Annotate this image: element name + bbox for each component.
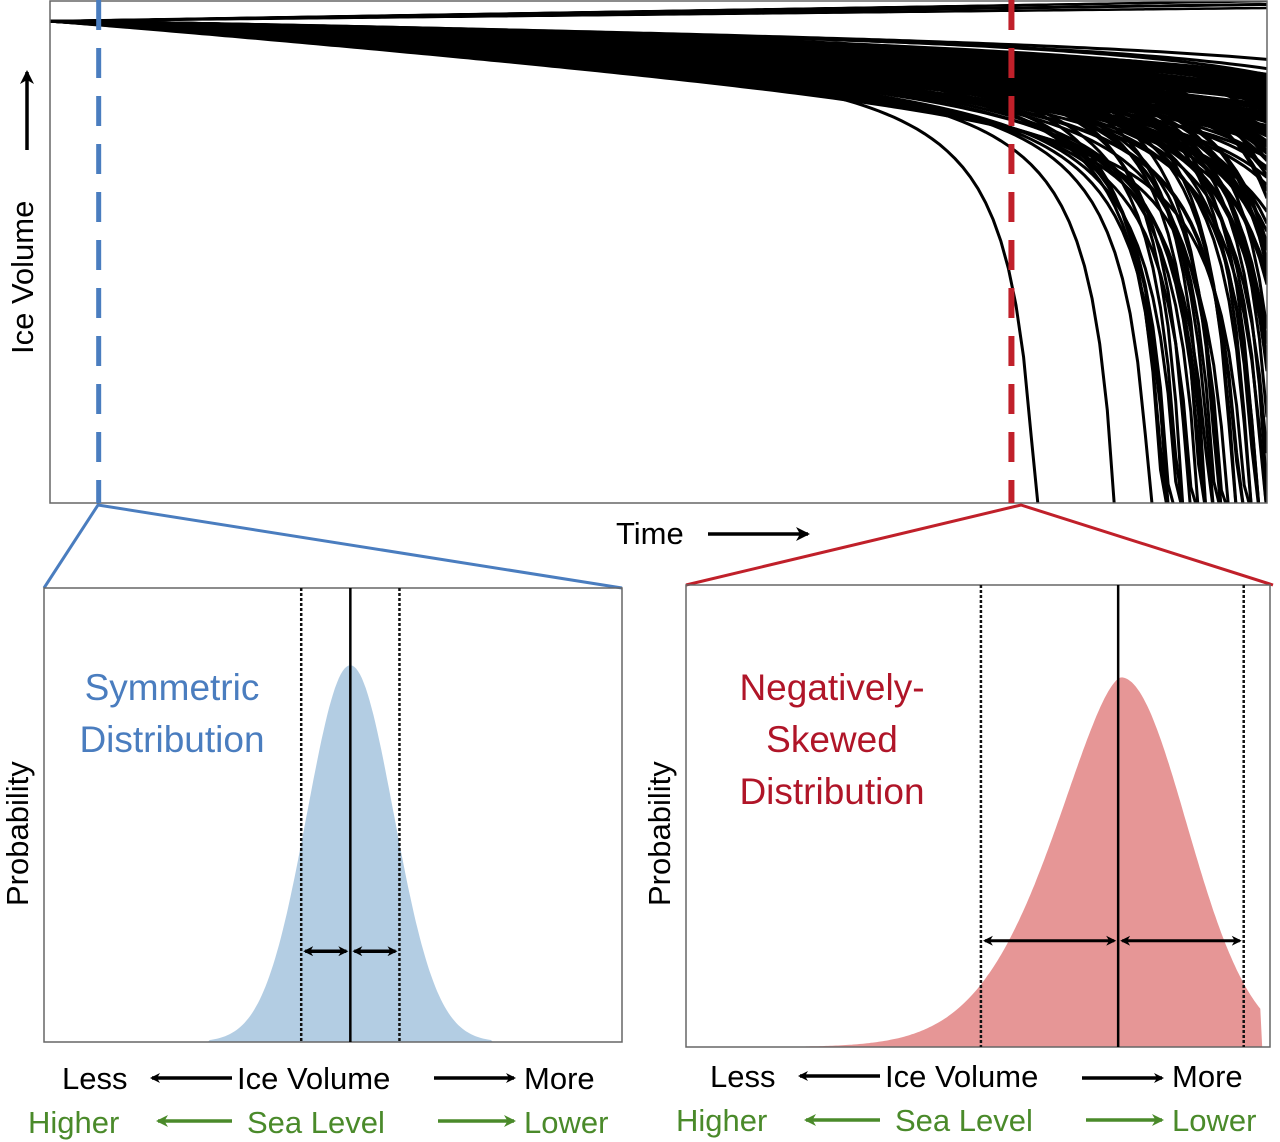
ensemble-plot bbox=[49, 0, 1268, 504]
top-xlabel-group: Time bbox=[616, 516, 810, 551]
left-plot-frame bbox=[43, 587, 623, 1043]
trajectory-line bbox=[50, 19, 1192, 503]
trajectory-line bbox=[50, 19, 1185, 503]
top-plot-frame bbox=[49, 0, 1268, 504]
right-more-label: More bbox=[1172, 1059, 1243, 1094]
right-plot-frame bbox=[685, 584, 1271, 1048]
left-higher-label: Higher bbox=[28, 1105, 119, 1140]
right-title-line3: Distribution bbox=[739, 771, 924, 812]
right-higher-label: Higher bbox=[676, 1103, 767, 1138]
skewed-density-area bbox=[686, 677, 1270, 1047]
right-title-line1: Negatively- bbox=[739, 667, 924, 708]
trajectory-line bbox=[50, 3, 1267, 23]
right-ice-volume-label: Ice Volume bbox=[885, 1059, 1038, 1094]
left-ice-volume-label: Ice Volume bbox=[237, 1061, 390, 1096]
red-zoom-connector bbox=[685, 503, 1274, 587]
symmetric-distribution-plot: Symmetric Distribution Probability bbox=[0, 587, 623, 1043]
right-less-label: Less bbox=[710, 1059, 775, 1094]
trajectory-lines bbox=[50, 1, 1267, 503]
right-title-line2: Skewed bbox=[766, 719, 898, 760]
right-ylabel: Probability bbox=[642, 761, 677, 906]
trajectory-line bbox=[50, 19, 1267, 98]
skewed-distribution-plot: Negatively- Skewed Distribution Probabil… bbox=[642, 584, 1271, 1048]
top-ylabel-group: Ice Volume bbox=[5, 70, 40, 354]
left-xaxis-legend: Less Ice Volume More Higher Sea Level Lo… bbox=[28, 1061, 608, 1140]
top-ylabel: Ice Volume bbox=[5, 201, 40, 354]
top-xlabel: Time bbox=[616, 516, 684, 551]
left-ylabel: Probability bbox=[0, 761, 35, 906]
trajectory-line bbox=[50, 19, 1251, 503]
right-xaxis-legend: Less Ice Volume More Higher Sea Level Lo… bbox=[676, 1059, 1256, 1138]
right-sea-level-label: Sea Level bbox=[895, 1103, 1033, 1138]
left-title-line2: Distribution bbox=[79, 719, 264, 760]
left-more-label: More bbox=[524, 1061, 595, 1096]
trajectory-line bbox=[50, 19, 1267, 178]
symmetric-density-area bbox=[44, 665, 622, 1042]
trajectory-line bbox=[50, 19, 1267, 122]
left-title-line1: Symmetric bbox=[85, 667, 260, 708]
right-lower-label: Lower bbox=[1172, 1103, 1256, 1138]
left-less-label: Less bbox=[62, 1061, 127, 1096]
left-sea-level-label: Sea Level bbox=[247, 1105, 385, 1140]
blue-zoom-connector bbox=[42, 503, 623, 590]
left-lower-label: Lower bbox=[524, 1105, 608, 1140]
